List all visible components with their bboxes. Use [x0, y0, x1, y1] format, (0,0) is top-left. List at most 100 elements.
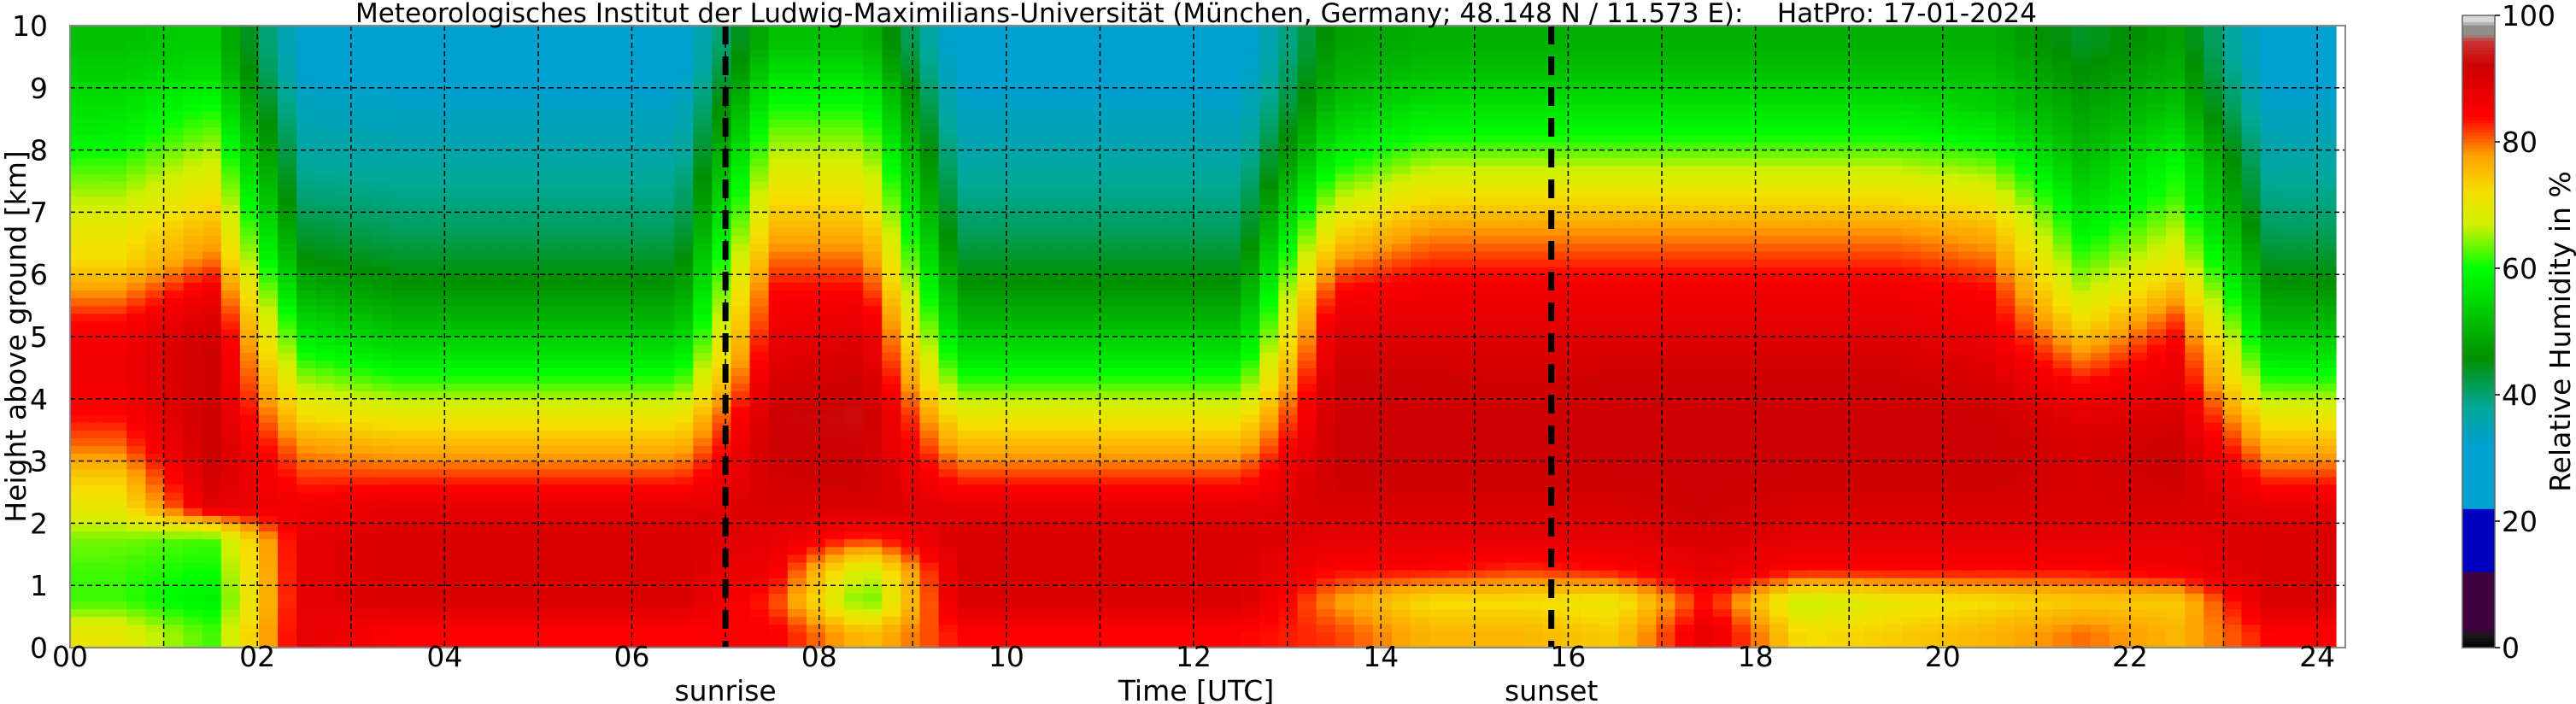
- heatmap-cell: [1222, 212, 1241, 221]
- heatmap-cell: [1108, 33, 1129, 42]
- heatmap-cell: [693, 126, 713, 135]
- heatmap-cell: [220, 274, 241, 283]
- heatmap-cell: [1222, 49, 1241, 57]
- heatmap-cell: [164, 204, 185, 213]
- heatmap-cell: [825, 181, 845, 190]
- heatmap-cell: [768, 578, 789, 586]
- heatmap-cell: [523, 461, 543, 470]
- heatmap-cell: [126, 561, 146, 571]
- heatmap-cell: [409, 227, 430, 237]
- heatmap-cell: [825, 87, 845, 97]
- heatmap-cell: [1108, 639, 1129, 648]
- heatmap-cell: [787, 259, 807, 267]
- heatmap-cell: [466, 631, 486, 641]
- heatmap-cell: [901, 142, 921, 151]
- heatmap-cell: [579, 585, 600, 594]
- heatmap-cell: [108, 297, 127, 307]
- heatmap-cell: [560, 360, 581, 368]
- heatmap-cell: [957, 546, 977, 555]
- heatmap-cell: [637, 406, 656, 415]
- heatmap-cell: [655, 430, 675, 438]
- heatmap-cell: [334, 414, 355, 423]
- heatmap-cell: [108, 437, 127, 446]
- heatmap-cell: [145, 150, 166, 159]
- heatmap-cell: [70, 367, 90, 377]
- heatmap-cell: [938, 134, 959, 144]
- heatmap-cell: [448, 414, 467, 423]
- heatmap-cell: [976, 624, 996, 633]
- heatmap-cell: [145, 313, 166, 322]
- heatmap-cell: [278, 367, 297, 377]
- heatmap-cell: [334, 453, 355, 462]
- heatmap-cell: [390, 235, 411, 244]
- heatmap-cell: [957, 95, 977, 104]
- heatmap-cell: [145, 235, 166, 244]
- heatmap-cell: [164, 103, 185, 112]
- heatmap-cell: [560, 639, 581, 648]
- heatmap-cell: [239, 197, 260, 205]
- heatmap-cell: [428, 87, 449, 97]
- heatmap-cell: [901, 484, 921, 493]
- heatmap-cell: [108, 523, 127, 532]
- heatmap-cell: [523, 453, 543, 462]
- heatmap-cell: [598, 64, 619, 73]
- heatmap-cell: [976, 259, 996, 267]
- heatmap-cell: [655, 235, 675, 244]
- heatmap-cell: [674, 383, 694, 392]
- heatmap-cell: [390, 554, 411, 563]
- heatmap-cell: [89, 601, 109, 610]
- heatmap-cell: [1203, 624, 1223, 633]
- heatmap-cell: [1222, 507, 1241, 516]
- heatmap-cell: [70, 608, 90, 618]
- heatmap-cell: [1146, 468, 1166, 478]
- heatmap-cell: [579, 49, 600, 57]
- heatmap-cell: [372, 352, 392, 361]
- heatmap-cell: [598, 538, 619, 548]
- heatmap-cell: [259, 422, 279, 431]
- heatmap-cell: [1127, 290, 1147, 299]
- heatmap-cell: [1241, 445, 1260, 455]
- heatmap-cell: [278, 484, 297, 493]
- heatmap-cell: [637, 157, 656, 167]
- heatmap-cell: [353, 290, 373, 299]
- heatmap-cell: [957, 64, 977, 73]
- heatmap-cell: [1033, 538, 1053, 548]
- heatmap-cell: [1222, 437, 1241, 446]
- heatmap-cell: [89, 453, 109, 462]
- heatmap-cell: [466, 267, 486, 275]
- heatmap-cell: [1014, 367, 1034, 377]
- heatmap-cell: [1108, 103, 1129, 112]
- heatmap-cell: [239, 484, 260, 493]
- heatmap-cell: [70, 320, 90, 330]
- heatmap-cell: [1146, 103, 1166, 112]
- heatmap-cell: [70, 531, 90, 540]
- heatmap-cell: [938, 274, 959, 283]
- heatmap-cell: [409, 476, 430, 485]
- heatmap-cell: [542, 49, 562, 57]
- heatmap-cell: [334, 437, 355, 446]
- heatmap-cell: [220, 111, 241, 120]
- heatmap-cell: [1108, 212, 1129, 221]
- heatmap-cell: [278, 344, 297, 353]
- heatmap-cell: [183, 26, 203, 34]
- heatmap-cell: [428, 554, 449, 563]
- heatmap-cell: [202, 445, 222, 455]
- heatmap-cell: [542, 259, 562, 267]
- heatmap-cell: [806, 95, 826, 104]
- heatmap-cell: [1071, 126, 1090, 135]
- heatmap-cell: [579, 173, 600, 182]
- heatmap-cell: [1146, 476, 1166, 485]
- heatmap-cell: [239, 95, 260, 104]
- heatmap-cell: [844, 33, 864, 42]
- heatmap-cell: [806, 111, 826, 120]
- heatmap-cell: [1127, 313, 1147, 322]
- heatmap-cell: [220, 422, 241, 431]
- heatmap-cell: [164, 500, 185, 508]
- heatmap-cell: [334, 601, 355, 610]
- heatmap-cell: [806, 500, 826, 508]
- heatmap-cell: [560, 461, 581, 470]
- heatmap-cell: [409, 608, 430, 618]
- heatmap-cell: [523, 320, 543, 330]
- heatmap-cell: [825, 204, 845, 213]
- heatmap-cell: [637, 220, 656, 229]
